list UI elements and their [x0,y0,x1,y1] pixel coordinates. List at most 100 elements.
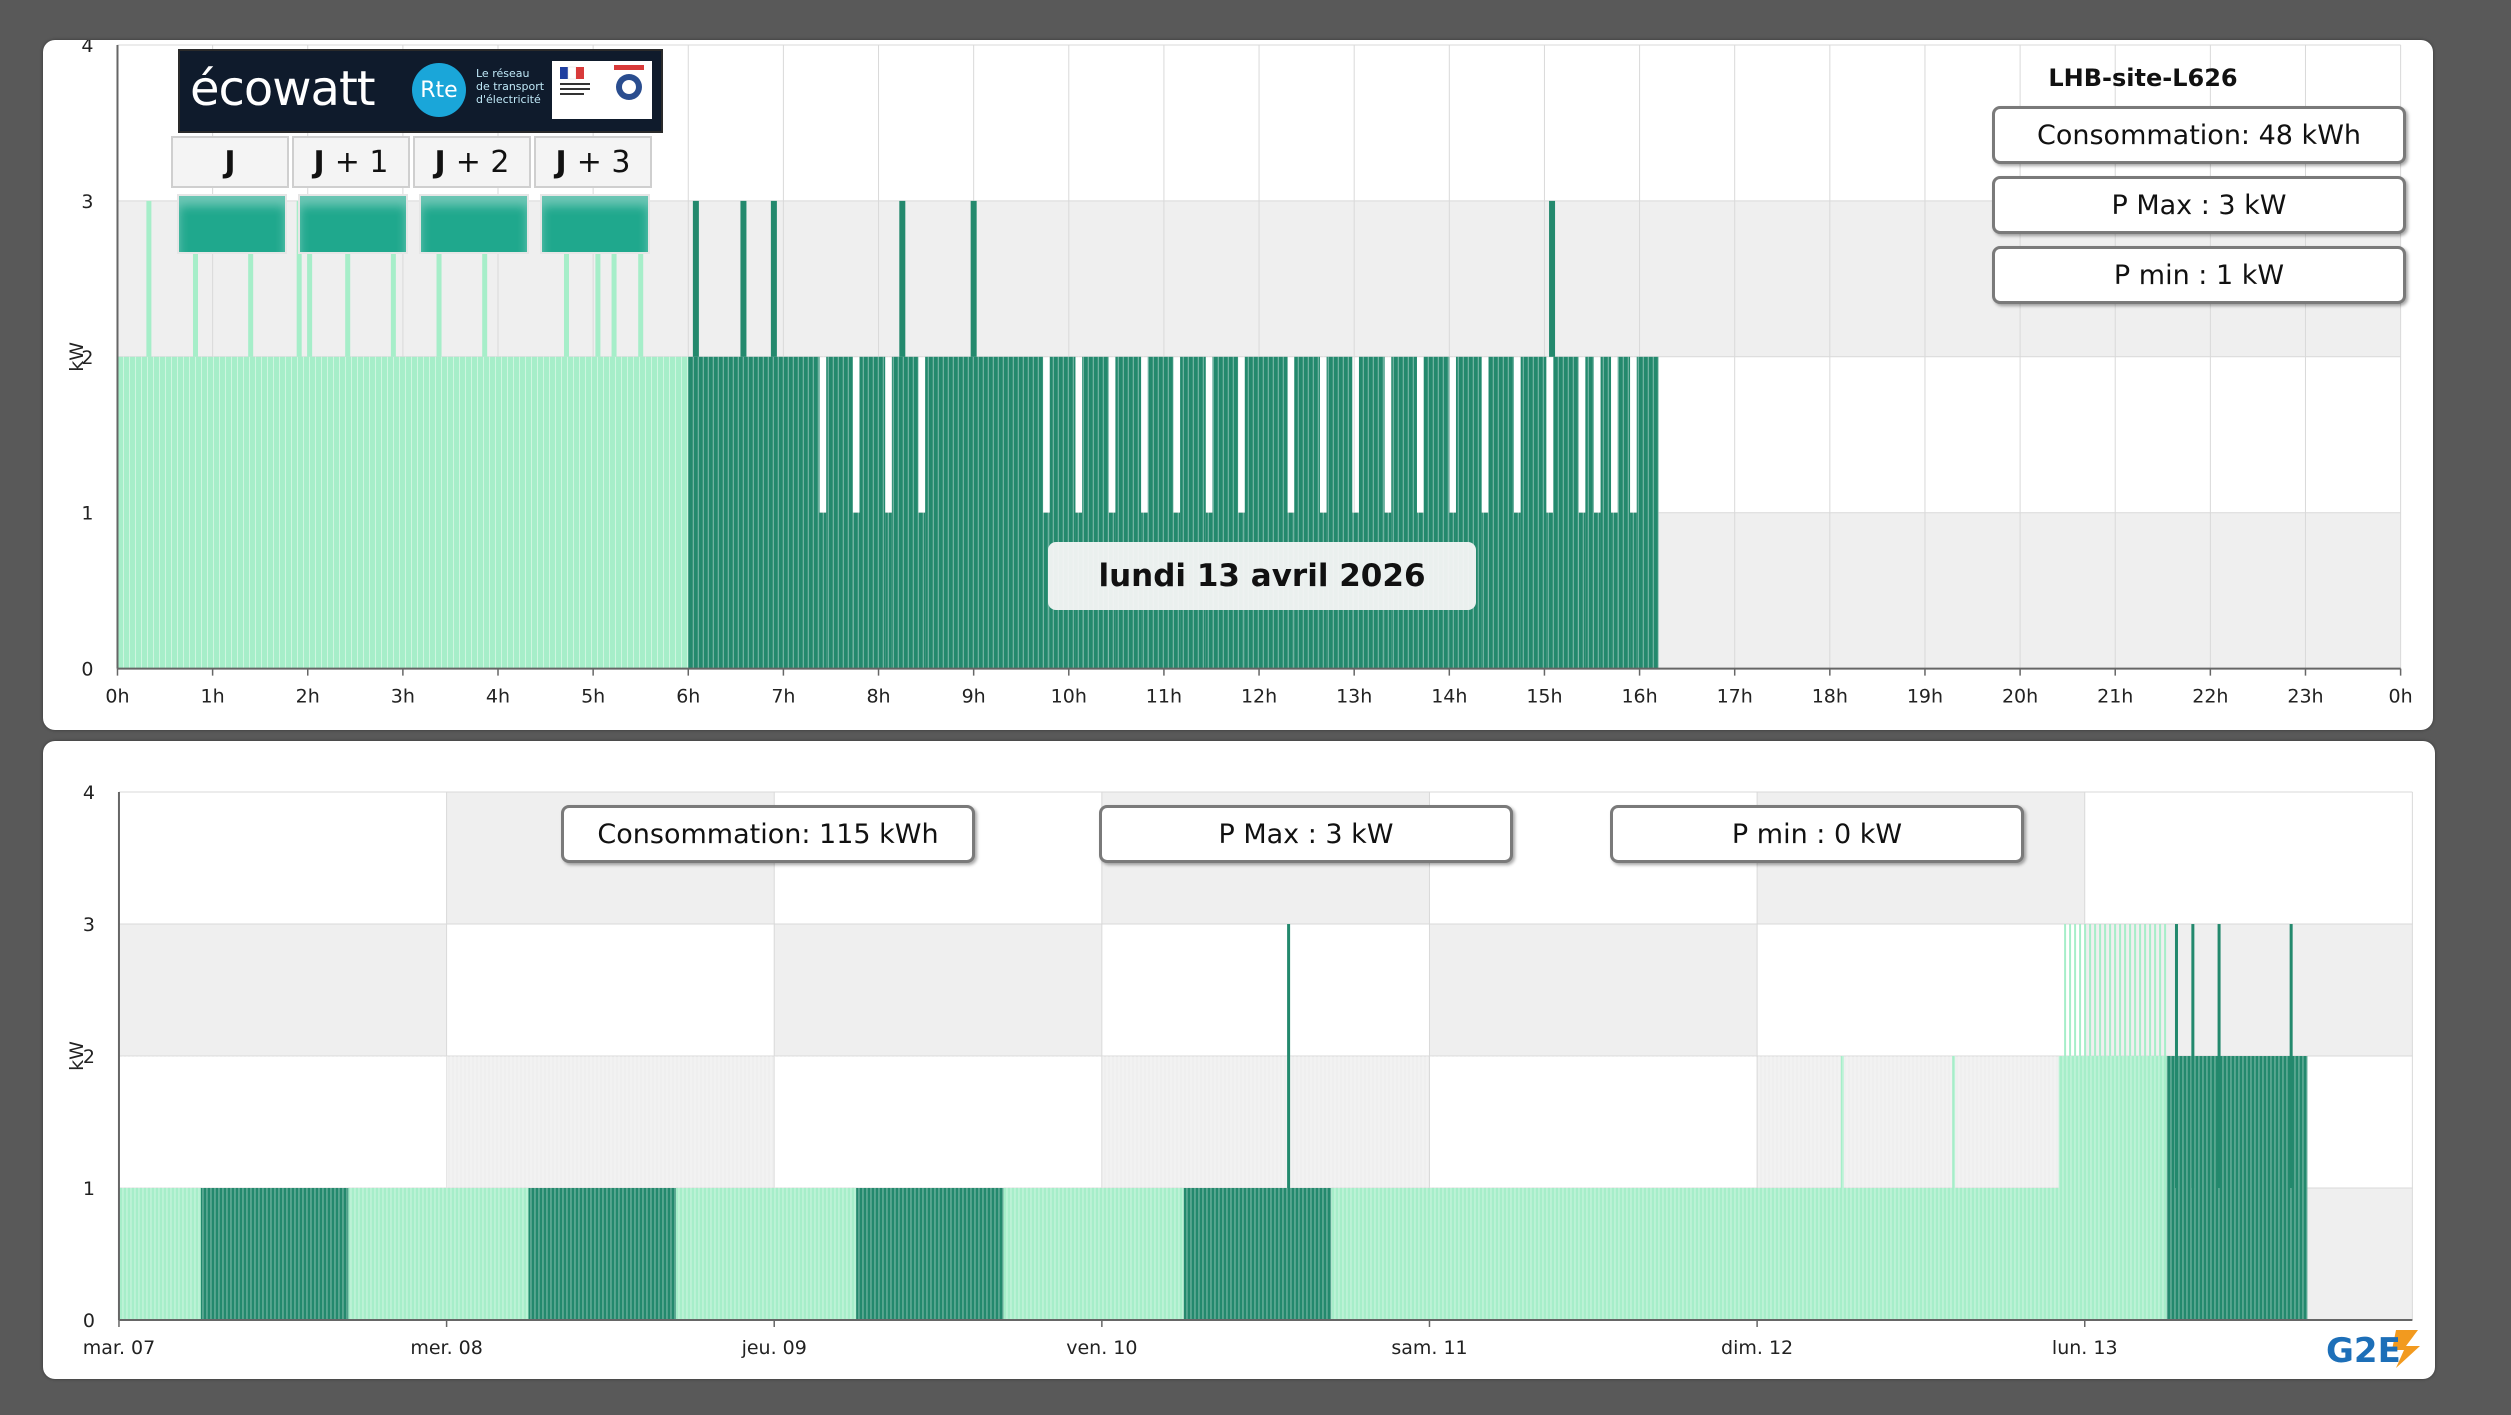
bar-dark [1630,512,1637,669]
bar-dark [918,512,926,669]
spike-light [248,200,254,357]
lightning-icon [2392,1330,2420,1368]
bar-dark [1481,512,1489,669]
spike-light [390,200,396,357]
daily-pmax-text: P Max : 3 kW [2111,189,2287,221]
spike-light [296,200,302,357]
ecowatt-day-prefix: J [555,144,567,180]
x-tick-label: 17h [1717,686,1753,708]
spike-dark [1549,200,1556,357]
bar-dark [1578,512,1586,669]
bar-light [2058,1056,2167,1320]
y-tick-label: 3 [81,191,93,213]
bar-dark [688,356,820,669]
daily-consumption-chart: 0 1 2 3 4 0h 1h 2h 3h 4h 5h 6h 7h 8h 9h 10h 11h 12h 13h 14h… [66,40,2413,708]
bar-dark [1593,512,1601,669]
bar-light [117,356,689,669]
y-tick-label: 4 [83,782,95,804]
spike-light [307,200,313,357]
spike-dark [2191,924,2195,1188]
grid-band [446,1056,775,1188]
spike-light [1840,1056,1844,1188]
x-tick-label: 14h [1431,686,1467,708]
rte-caption-line: de transport [476,80,545,93]
spike-light [595,200,601,357]
x-tick-label: ven. 10 [1066,1337,1137,1359]
bar-dark [1423,356,1450,669]
rte-logo-icon: Rte [412,63,466,117]
bar-dark [1326,356,1353,669]
y-tick-label: 1 [81,503,93,525]
spike-dark [740,200,747,357]
ecowatt-day-prefix: J [224,144,236,180]
x-tick-label: mer. 08 [410,1337,483,1359]
spike-dark [692,200,699,357]
x-tick-label: 19h [1907,686,1943,708]
bar-dark [925,356,1044,669]
weekly-pmax-box: P Max : 3 kW [1099,805,1513,863]
daily-consumption-text: Consommation: 48 kWh [2037,119,2361,151]
x-tick-label: 1h [201,686,225,708]
g2e-logo-text: G2E [2326,1331,2401,1370]
bar-dark [528,1187,676,1320]
x-tick-label: 6h [676,686,700,708]
daily-pmin-box: P min : 1 kW [1992,246,2406,304]
grid-band [118,792,447,925]
daily-pmax-box: P Max : 3 kW [1992,176,2406,234]
grid-band [1101,1056,1430,1188]
x-tick-label: 18h [1812,686,1848,708]
x-tick-label: 8h [866,686,890,708]
bar-dark [819,512,827,669]
x-tick-label: 20h [2002,686,2038,708]
grid-band [1429,1056,1758,1188]
x-tick-label: 5h [581,686,605,708]
x-tick-label: 9h [962,686,986,708]
grid-band [1757,1056,2085,1188]
ecowatt-day-prefix: J [434,144,446,180]
bar-dark [1294,356,1320,669]
bar-dark [1488,356,1514,669]
bar-dark [200,1187,349,1320]
ecowatt-day-label: J + 3 [534,136,652,188]
bar-light [1331,1187,2059,1320]
spike-dark [1287,924,1291,1188]
y-tick-label: 2 [81,347,93,369]
weekly-consumption-text: Consommation: 115 kWh [597,818,939,850]
bar-dark [826,356,853,669]
spike-light [345,200,351,357]
grid-band [1101,924,1430,1057]
x-tick-label: 11h [1146,686,1182,708]
bar-dark [1049,356,1076,669]
bar-dark [1212,356,1239,669]
grid-band [2084,792,2413,925]
bar-dark [1553,356,1579,669]
x-tick-label: 0h [2389,686,2413,708]
y-tick-label: 3 [83,914,95,936]
bar-dark [2166,1056,2308,1320]
rte-logo-text: Rte [420,77,458,103]
bar-dark [1585,356,1594,669]
bar-dark [1513,512,1521,669]
bar-light [118,1187,201,1320]
x-tick-label: mar. 07 [83,1337,155,1359]
bar-light [675,1187,857,1320]
x-tick-label: sam. 11 [1391,1337,1467,1359]
bar-dark [1183,1187,1332,1320]
ecowatt-day-prefix: J [313,144,325,180]
bar-dark [1617,356,1631,669]
x-tick-label: 23h [2287,686,2323,708]
weekly-pmax-text: P Max : 3 kW [1218,818,1394,850]
ecowatt-signal-green-icon [419,194,529,254]
ecowatt-day-label: J + 2 [413,136,531,188]
rte-caption-line: Le réseau [476,67,530,80]
bar-dark [1082,356,1109,669]
x-tick-label: 7h [771,686,795,708]
bar-light [1003,1187,1184,1320]
daily-consumption-box: Consommation: 48 kWh [1992,106,2406,164]
grid-band [446,924,775,1057]
date-label: lundi 13 avril 2026 [1048,542,1476,610]
weekly-consumption-box: Consommation: 115 kWh [561,805,975,863]
bar-dark [1147,356,1174,669]
spike-light [1952,1056,1956,1188]
x-tick-label: 21h [2097,686,2133,708]
